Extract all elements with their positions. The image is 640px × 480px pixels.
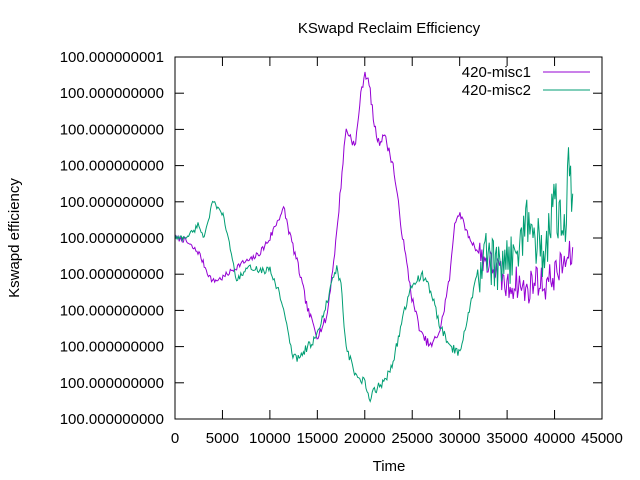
x-tick-labels: 0 5000 10000 15000 20000 25000 30000 35000 40000… [171, 430, 623, 447]
y-tick-label: 100.000000000 [60, 194, 164, 211]
x-tick-label: 45000 [581, 430, 623, 447]
y-tick-label: 100.000000000 [60, 339, 164, 356]
x-tick-label: 25000 [391, 430, 433, 447]
y-axis-label: Kswapd efficiency [6, 178, 23, 298]
chart-title: KSwapd Reclaim Efficiency [298, 20, 481, 37]
x-tick-label: 5000 [206, 430, 239, 447]
series-lines [174, 71, 574, 403]
x-tick-label: 35000 [486, 430, 528, 447]
series-line-2 [174, 147, 574, 403]
x-tick-label: 30000 [439, 430, 481, 447]
y-tick-labels: 100.000000000 100.000000000 100.000000000 1… [60, 49, 164, 428]
y-tick-label: 100.000000000 [60, 85, 164, 102]
x-tick-label: 10000 [249, 430, 291, 447]
y-tick-label: 100.000000000 [60, 230, 164, 247]
y-tick-label: 100.000000000 [60, 121, 164, 138]
y-tick-label: 100.000000001 [60, 49, 164, 66]
y-tick-label: 100.000000000 [60, 266, 164, 283]
y-tick-label: 100.000000000 [60, 158, 164, 175]
legend-label: 420-misc2 [462, 82, 531, 99]
y-tick-label: 100.000000000 [60, 375, 164, 392]
x-tick-label: 15000 [296, 430, 338, 447]
y-tick-label: 100.000000000 [60, 411, 164, 428]
x-tick-label: 0 [171, 430, 179, 447]
x-tick-label: 40000 [534, 430, 576, 447]
x-tick-label: 20000 [344, 430, 386, 447]
y-tick-label: 100.000000000 [60, 302, 164, 319]
legend-label: 420-misc1 [462, 64, 531, 81]
plot-frame [174, 56, 603, 420]
series-line-1 [174, 71, 574, 349]
x-axis-label: Time [373, 458, 406, 475]
